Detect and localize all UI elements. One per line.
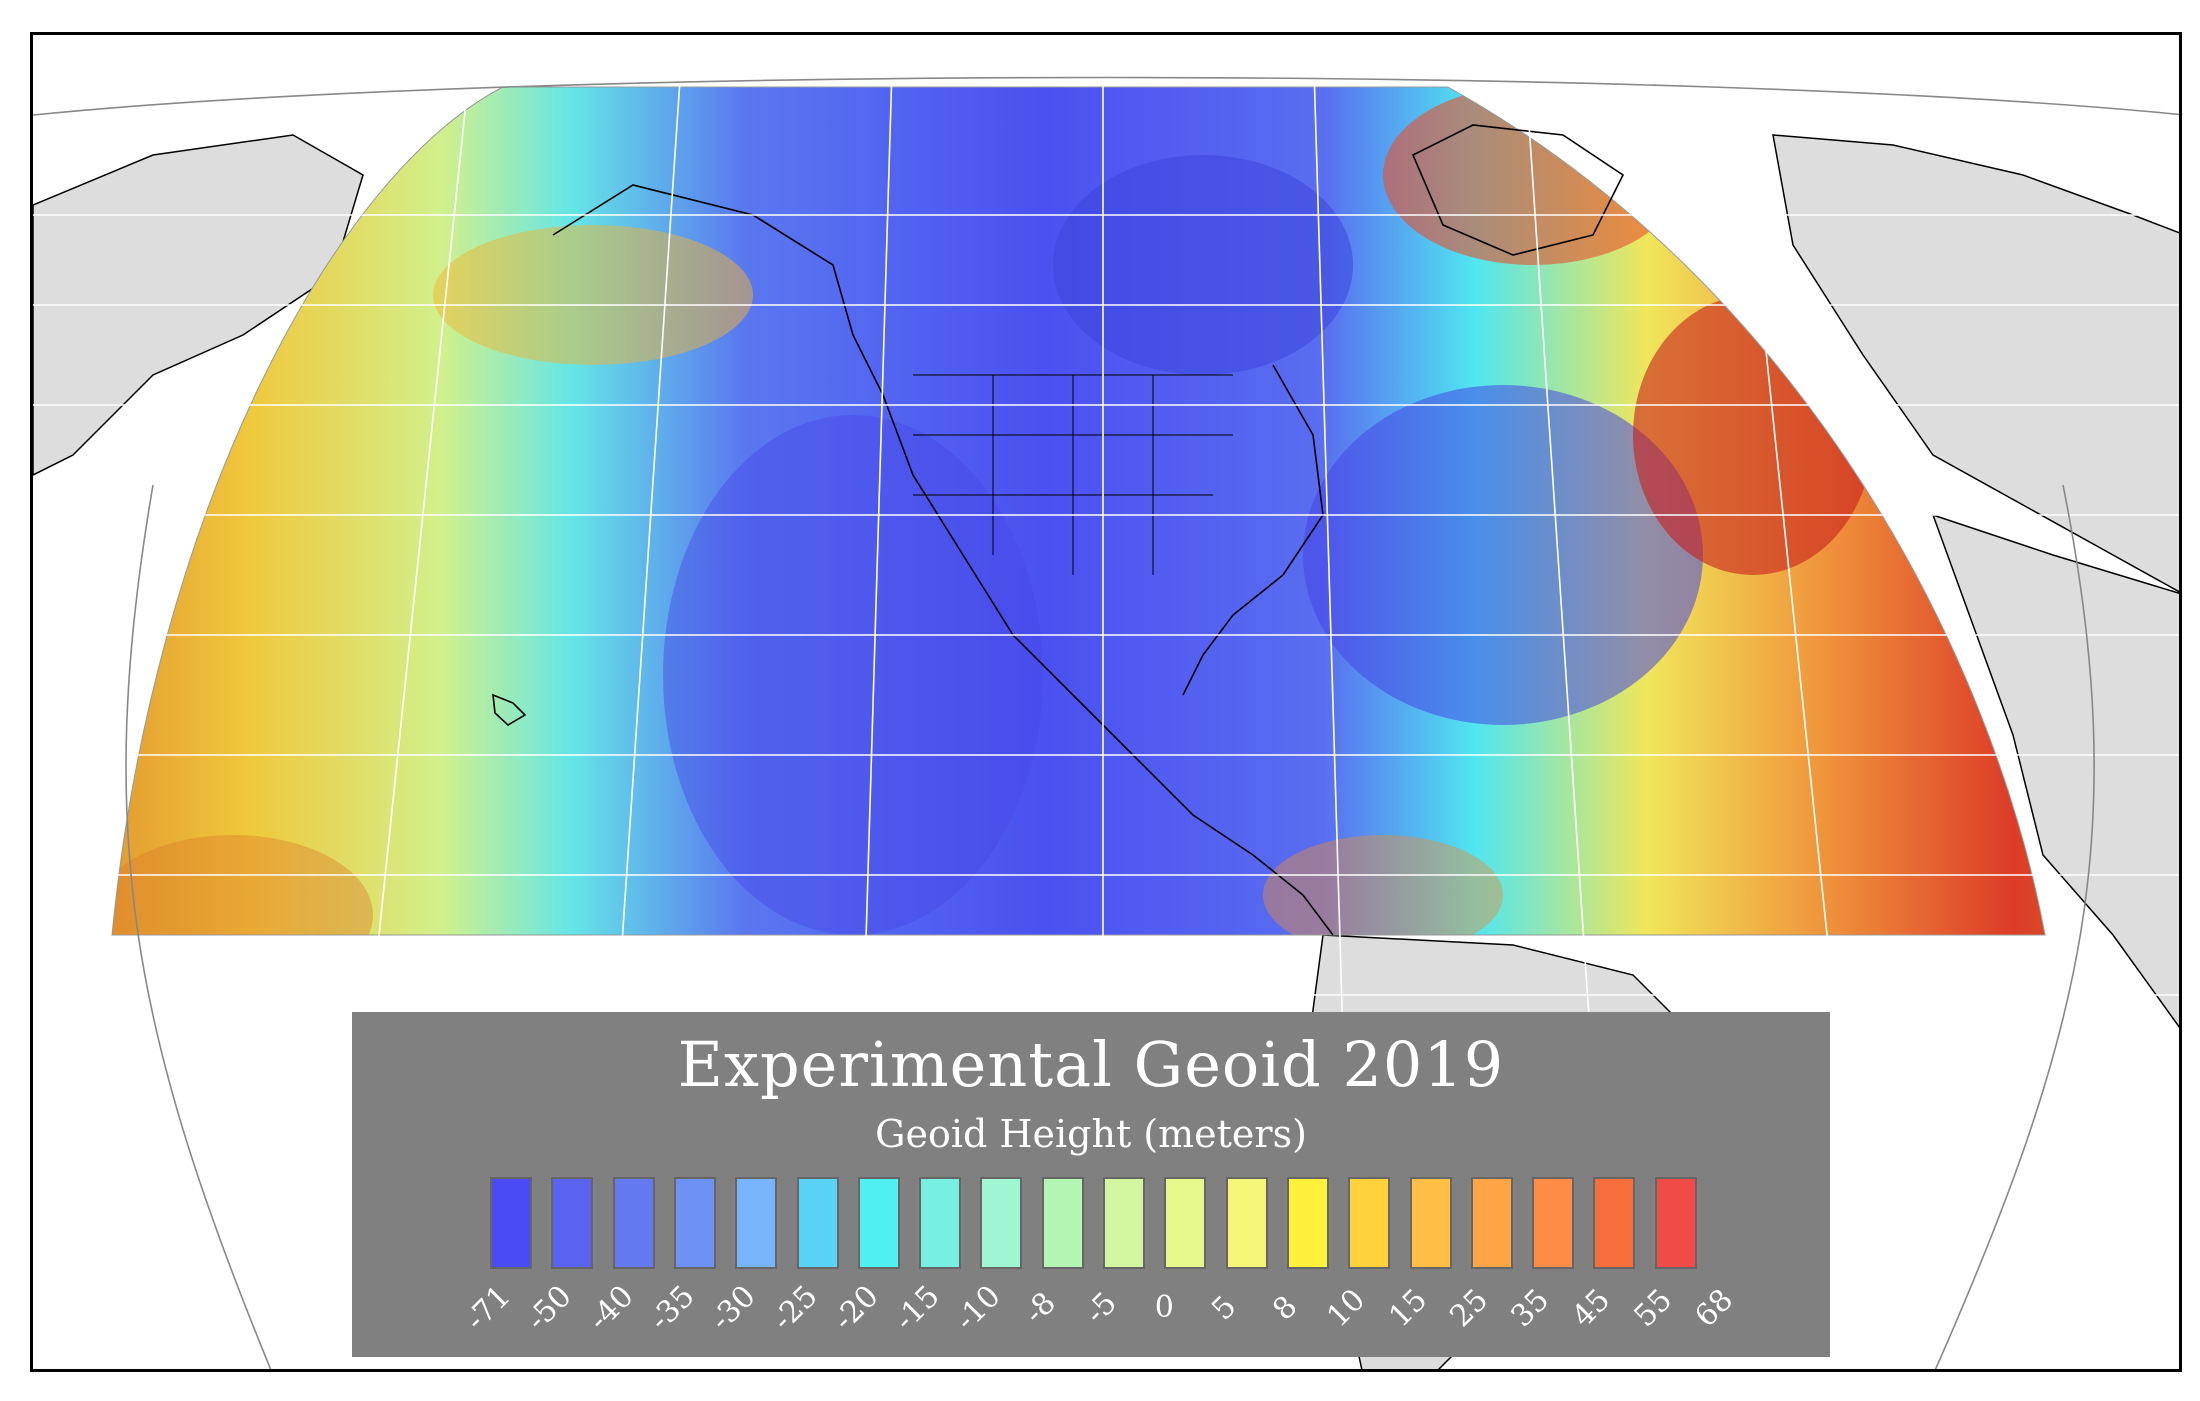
legend-tick-label: -40 (581, 1278, 641, 1338)
coastlines (492, 124, 1625, 936)
legend-tick-label: 55 (1627, 1282, 1679, 1335)
legend-swatch (980, 1177, 1023, 1269)
legend-swatch (490, 1177, 532, 1269)
legend-subtitle: Geoid Height (meters) (875, 1112, 1307, 1156)
legend-swatch (1654, 1177, 1697, 1269)
legend-tick-label: -20 (826, 1278, 886, 1338)
legend-tick-label: 8 (1265, 1289, 1305, 1328)
legend-swatch (919, 1177, 962, 1269)
legend-panel: Experimental Geoid 2019 Geoid Height (me… (352, 1012, 1830, 1357)
legend-tick-label: 5 (1204, 1289, 1243, 1328)
legend-swatch (1164, 1177, 1207, 1269)
legend-swatch (1348, 1177, 1391, 1269)
legend-swatch (1470, 1177, 1513, 1269)
legend-swatch (1103, 1177, 1145, 1269)
legend-swatch (1225, 1177, 1268, 1269)
legend-swatch (735, 1177, 778, 1269)
legend-tick-label: -5 (1078, 1285, 1124, 1331)
legend-swatch (796, 1177, 839, 1269)
legend-swatch (857, 1177, 900, 1269)
legend-title: Experimental Geoid 2019 (677, 1028, 1505, 1101)
legend-swatch (1286, 1177, 1329, 1269)
legend-tick-label-end: 68 (1688, 1282, 1741, 1335)
land-europe (1772, 134, 2179, 593)
coast-north-america (552, 184, 1334, 936)
legend-tick-label: 15 (1381, 1282, 1434, 1335)
legend-swatch (612, 1177, 655, 1269)
legend-tick-label: 35 (1504, 1282, 1557, 1335)
legend-tick-label: -35 (642, 1278, 702, 1338)
geoid-surface (111, 86, 2046, 936)
coast-east-us (1182, 364, 1324, 696)
legend-swatch (1041, 1177, 1084, 1269)
legend-swatch (551, 1177, 594, 1269)
geoid-outline (111, 86, 2046, 936)
legend-tick-label: -71 (458, 1278, 518, 1338)
legend-swatch (1409, 1177, 1452, 1269)
legend-tick-label: -8 (1017, 1285, 1063, 1331)
legend-tick-label: -50 (520, 1278, 579, 1338)
legend-tick-label: 25 (1443, 1282, 1495, 1335)
legend-tick-label: 0 (1154, 1290, 1174, 1325)
legend-swatch (673, 1177, 716, 1269)
legend-tick-label: 45 (1565, 1282, 1618, 1335)
legend-tick-label: -10 (949, 1278, 1009, 1338)
coast-greenland (1411, 124, 1625, 256)
legend-swatch-row: -71 -50 -40 -35 -30 -25 -20 -15 -10 -8 -5 0 5 8 10 15 25… (352, 1012, 1830, 1357)
legend-tick-label: -25 (765, 1278, 825, 1338)
legend-tick-label: 10 (1320, 1282, 1373, 1335)
state-borders (913, 374, 1233, 575)
legend-swatch (1593, 1177, 1636, 1269)
legend-tick-label: -15 (887, 1278, 947, 1338)
legend-swatch (1532, 1177, 1575, 1269)
coast-hawaii (492, 693, 527, 726)
legend-tick-label: -30 (703, 1278, 763, 1338)
